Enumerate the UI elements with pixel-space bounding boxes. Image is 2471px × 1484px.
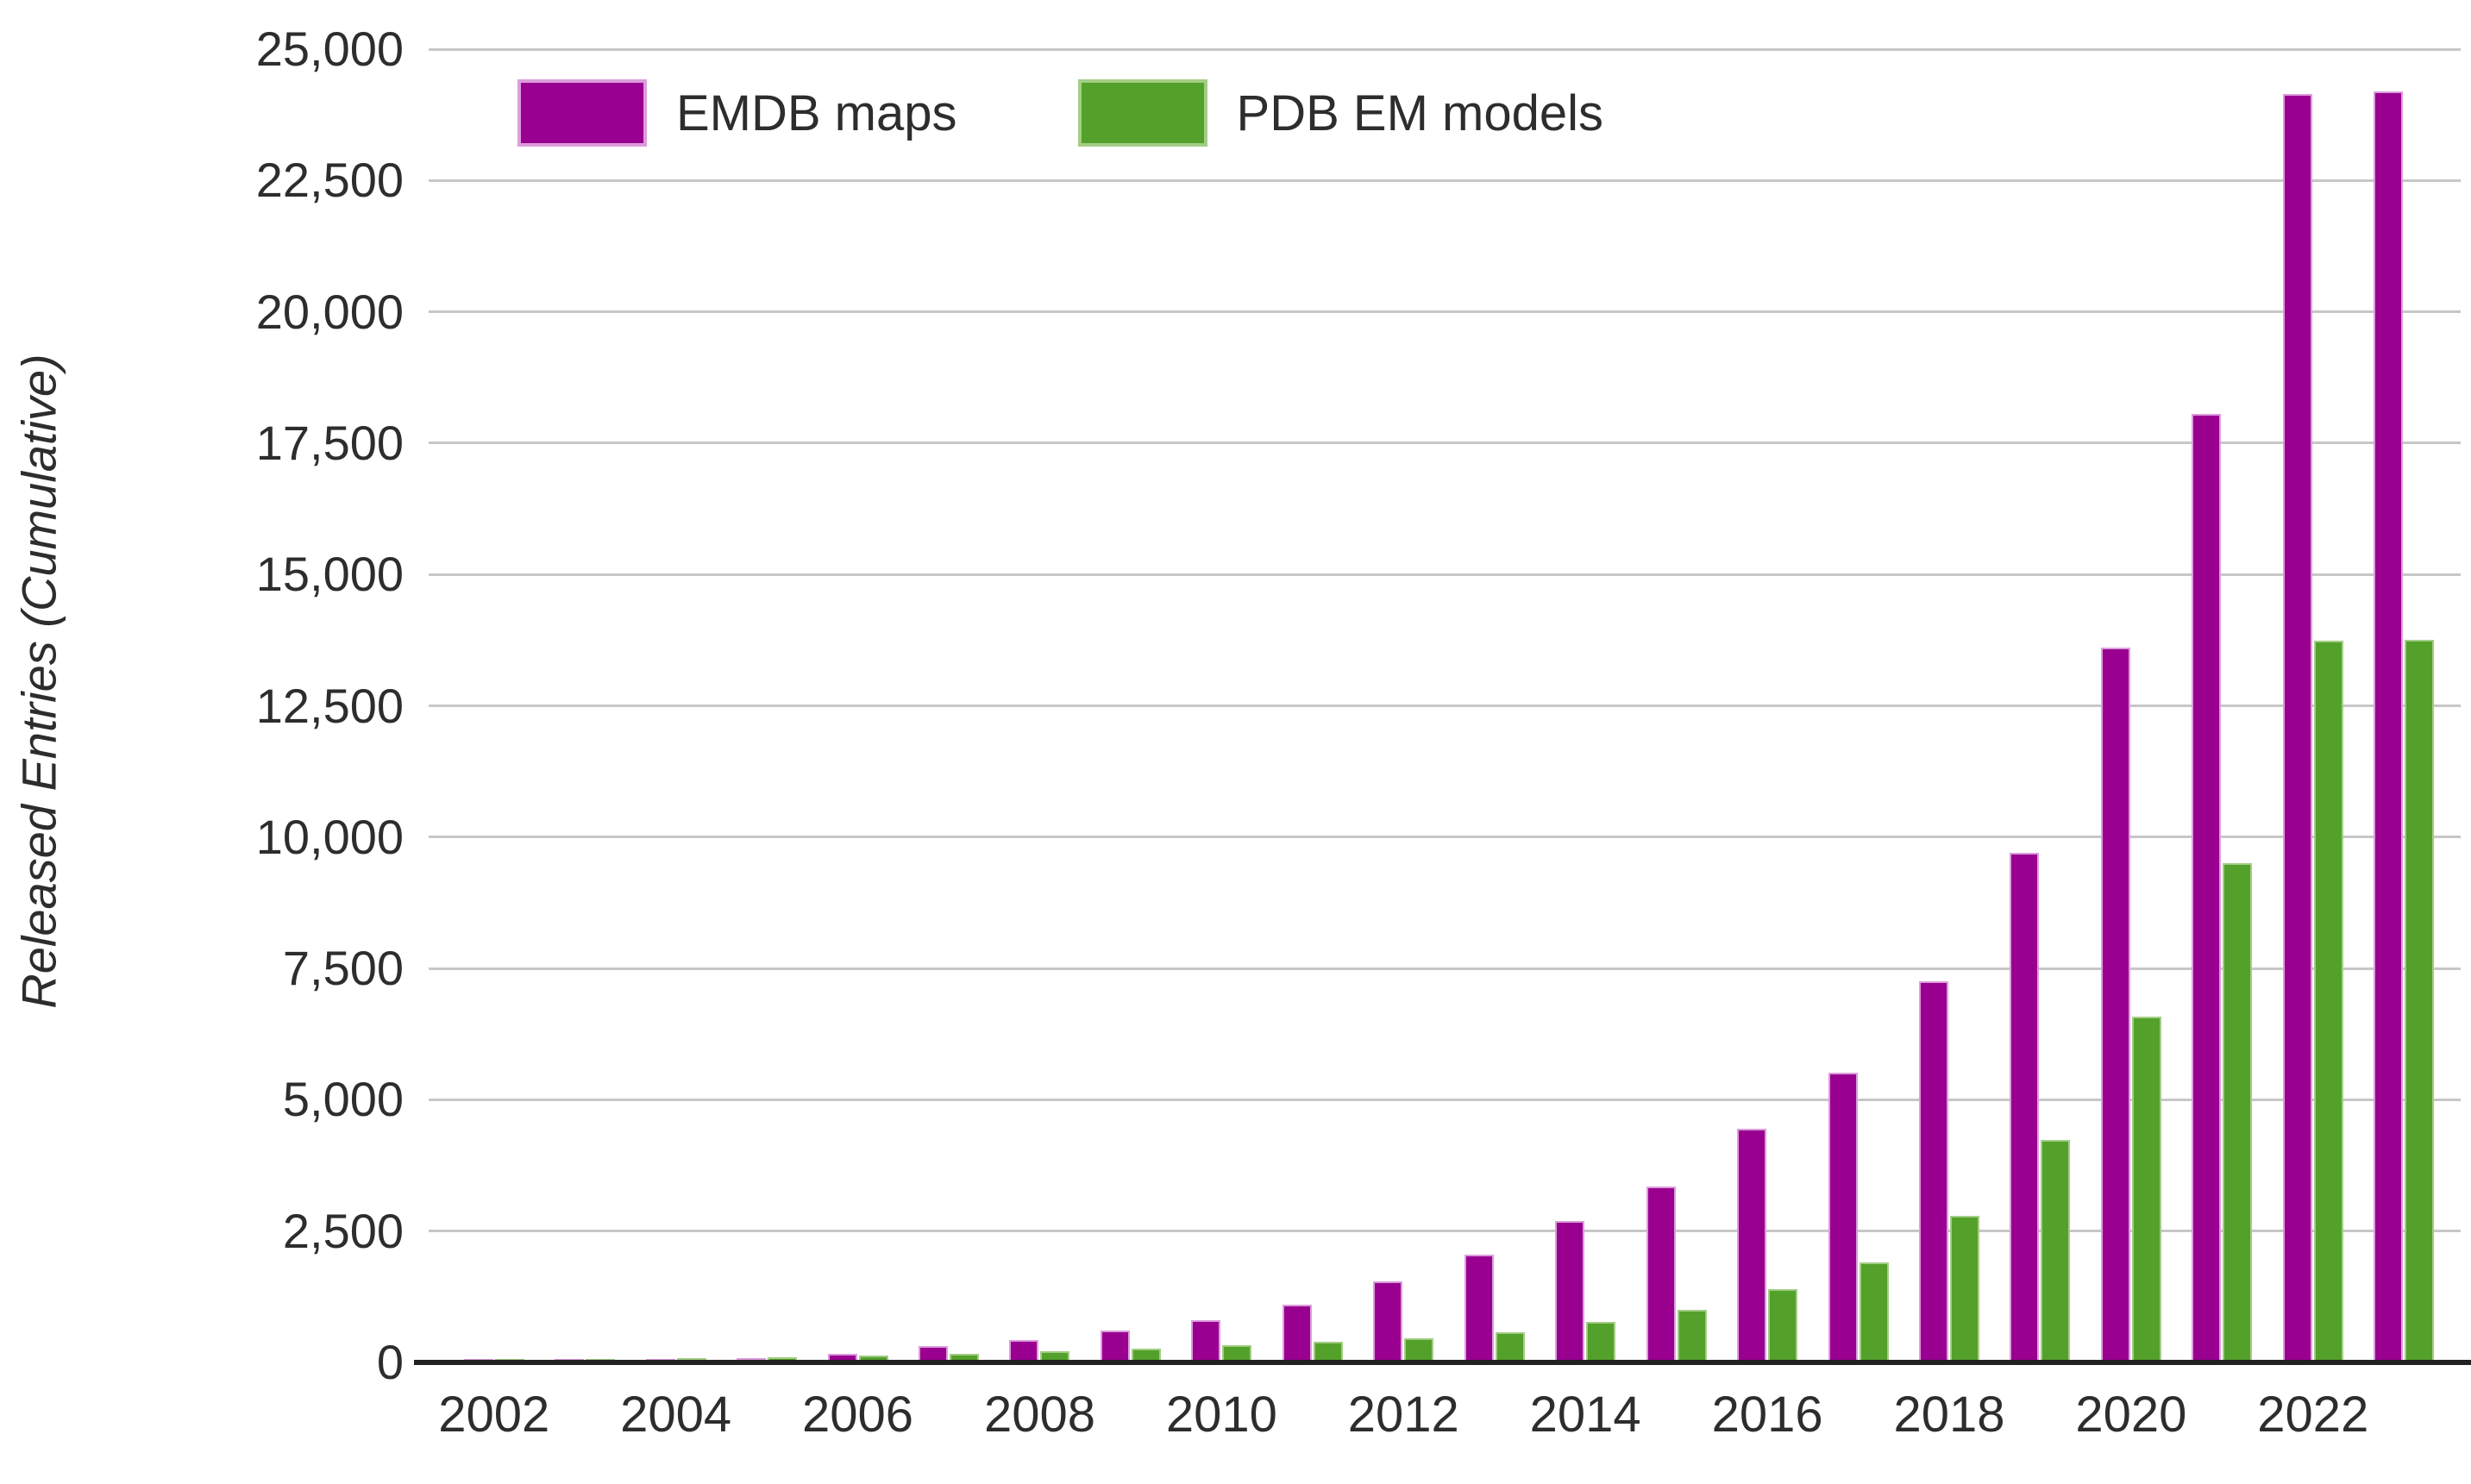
x-tick-label-2016: 2016 bbox=[1711, 1387, 1823, 1443]
y-tick-label-10000: 10,000 bbox=[255, 809, 404, 864]
bar-pdb-em-models-2018 bbox=[1950, 1216, 1979, 1362]
bar-emdb-maps-2014 bbox=[1555, 1220, 1585, 1362]
bar-pdb-em-models-2020 bbox=[2131, 1017, 2161, 1362]
bar-emdb-maps-2017 bbox=[1828, 1072, 1858, 1362]
gridline-10000 bbox=[429, 836, 2461, 839]
bar-emdb-maps-2023 bbox=[2374, 91, 2404, 1362]
bar-emdb-maps-2019 bbox=[2010, 853, 2040, 1362]
gridline-20000 bbox=[429, 310, 2461, 314]
legend: EMDB maps PDB EM models bbox=[517, 79, 1603, 147]
legend-swatch-emdb-maps bbox=[517, 79, 647, 147]
y-axis-title: Released Entries (Cumulative) bbox=[11, 354, 66, 1009]
y-tick-label-15000: 15,000 bbox=[255, 547, 404, 602]
bar-pdb-em-models-2012 bbox=[1404, 1337, 1434, 1362]
bar-emdb-maps-2008 bbox=[1009, 1339, 1039, 1362]
bar-pdb-em-models-2022 bbox=[2313, 640, 2343, 1362]
bar-emdb-maps-2018 bbox=[1919, 981, 1948, 1362]
bar-pdb-em-models-2008 bbox=[1040, 1350, 1070, 1362]
bar-emdb-maps-2012 bbox=[1373, 1280, 1403, 1362]
x-tick-label-2022: 2022 bbox=[2257, 1387, 2369, 1443]
bar-pdb-em-models-2019 bbox=[2041, 1139, 2071, 1362]
bar-pdb-em-models-2011 bbox=[1313, 1342, 1343, 1362]
bar-pdb-em-models-2010 bbox=[1222, 1344, 1252, 1362]
y-tick-label-2500: 2,500 bbox=[282, 1203, 404, 1258]
legend-label-pdb-em-models: PDB EM models bbox=[1236, 85, 1603, 141]
bar-pdb-em-models-2005 bbox=[768, 1356, 798, 1362]
y-tick-label-0: 0 bbox=[376, 1335, 404, 1389]
x-axis-line bbox=[414, 1360, 2471, 1365]
x-tick-label-2002: 2002 bbox=[438, 1387, 550, 1443]
bar-emdb-maps-2021 bbox=[2192, 414, 2222, 1362]
bar-emdb-maps-2007 bbox=[919, 1346, 948, 1362]
y-tick-label-22500: 22,500 bbox=[255, 153, 404, 208]
bar-pdb-em-models-2023 bbox=[2405, 639, 2435, 1362]
x-tick-label-2012: 2012 bbox=[1347, 1387, 1459, 1443]
bar-emdb-maps-2022 bbox=[2282, 93, 2312, 1362]
x-tick-label-2014: 2014 bbox=[1529, 1387, 1641, 1443]
bar-emdb-maps-2011 bbox=[1282, 1304, 1312, 1362]
bar-emdb-maps-2020 bbox=[2100, 648, 2130, 1362]
x-tick-label-2008: 2008 bbox=[983, 1387, 1095, 1443]
y-tick-label-17500: 17,500 bbox=[255, 415, 404, 470]
legend-item-pdb-em-models: PDB EM models bbox=[1077, 79, 1603, 147]
bar-emdb-maps-2009 bbox=[1100, 1331, 1130, 1362]
gridline-15000 bbox=[429, 573, 2461, 576]
bar-emdb-maps-2016 bbox=[1737, 1128, 1767, 1362]
bar-pdb-em-models-2014 bbox=[1586, 1321, 1616, 1362]
gridline-17500 bbox=[429, 441, 2461, 445]
bar-pdb-em-models-2015 bbox=[1677, 1310, 1707, 1362]
legend-item-emdb-maps: EMDB maps bbox=[517, 79, 957, 147]
bar-pdb-em-models-2009 bbox=[1131, 1348, 1161, 1362]
x-tick-label-2018: 2018 bbox=[1893, 1387, 2005, 1443]
bar-pdb-em-models-2007 bbox=[950, 1354, 979, 1362]
x-tick-label-2004: 2004 bbox=[620, 1387, 732, 1443]
x-tick-label-2010: 2010 bbox=[1165, 1387, 1277, 1443]
y-tick-label-5000: 5,000 bbox=[282, 1072, 404, 1127]
legend-swatch-pdb-em-models bbox=[1077, 79, 1207, 147]
bar-emdb-maps-2013 bbox=[1464, 1255, 1494, 1362]
bar-pdb-em-models-2013 bbox=[1495, 1332, 1525, 1362]
bar-pdb-em-models-2006 bbox=[858, 1356, 888, 1362]
gridline-12500 bbox=[429, 704, 2461, 707]
bar-emdb-maps-2006 bbox=[827, 1354, 857, 1362]
y-tick-label-20000: 20,000 bbox=[255, 284, 404, 339]
bar-emdb-maps-2010 bbox=[1191, 1320, 1221, 1362]
y-tick-label-7500: 7,500 bbox=[282, 941, 404, 996]
bar-pdb-em-models-2016 bbox=[1768, 1288, 1798, 1362]
gridline-5000 bbox=[429, 1098, 2461, 1101]
y-tick-label-25000: 25,000 bbox=[255, 22, 404, 76]
gridline-7500 bbox=[429, 967, 2461, 970]
bar-pdb-em-models-2021 bbox=[2223, 863, 2253, 1362]
x-tick-label-2006: 2006 bbox=[802, 1387, 914, 1443]
gridline-22500 bbox=[429, 178, 2461, 182]
gridline-25000 bbox=[429, 47, 2461, 51]
bar-pdb-em-models-2017 bbox=[1859, 1262, 1889, 1362]
gridline-2500 bbox=[429, 1230, 2461, 1233]
x-tick-label-2020: 2020 bbox=[2075, 1387, 2187, 1443]
legend-label-emdb-maps: EMDB maps bbox=[676, 85, 957, 141]
y-tick-label-12500: 12,500 bbox=[255, 678, 404, 733]
bar-emdb-maps-2015 bbox=[1646, 1186, 1676, 1362]
